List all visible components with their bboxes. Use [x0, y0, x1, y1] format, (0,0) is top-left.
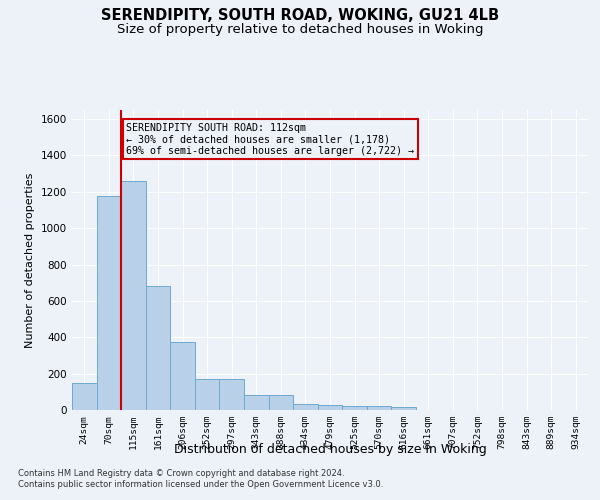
- Bar: [318, 404, 342, 410]
- Text: SERENDIPITY SOUTH ROAD: 112sqm
← 30% of detached houses are smaller (1,178)
69% : SERENDIPITY SOUTH ROAD: 112sqm ← 30% of …: [126, 122, 414, 156]
- Text: Size of property relative to detached houses in Woking: Size of property relative to detached ho…: [117, 22, 483, 36]
- Bar: [293, 404, 318, 410]
- Y-axis label: Number of detached properties: Number of detached properties: [25, 172, 35, 348]
- Bar: [244, 396, 269, 410]
- Bar: [170, 342, 195, 410]
- Bar: [269, 396, 293, 410]
- Bar: [342, 406, 367, 410]
- Text: Distribution of detached houses by size in Woking: Distribution of detached houses by size …: [173, 442, 487, 456]
- Text: Contains public sector information licensed under the Open Government Licence v3: Contains public sector information licen…: [18, 480, 383, 489]
- Bar: [97, 196, 121, 410]
- Bar: [121, 181, 146, 410]
- Bar: [146, 286, 170, 410]
- Bar: [195, 379, 220, 410]
- Bar: [391, 408, 416, 410]
- Bar: [220, 379, 244, 410]
- Bar: [72, 382, 97, 410]
- Text: SERENDIPITY, SOUTH ROAD, WOKING, GU21 4LB: SERENDIPITY, SOUTH ROAD, WOKING, GU21 4L…: [101, 8, 499, 22]
- Text: Contains HM Land Registry data © Crown copyright and database right 2024.: Contains HM Land Registry data © Crown c…: [18, 468, 344, 477]
- Bar: [367, 406, 391, 410]
